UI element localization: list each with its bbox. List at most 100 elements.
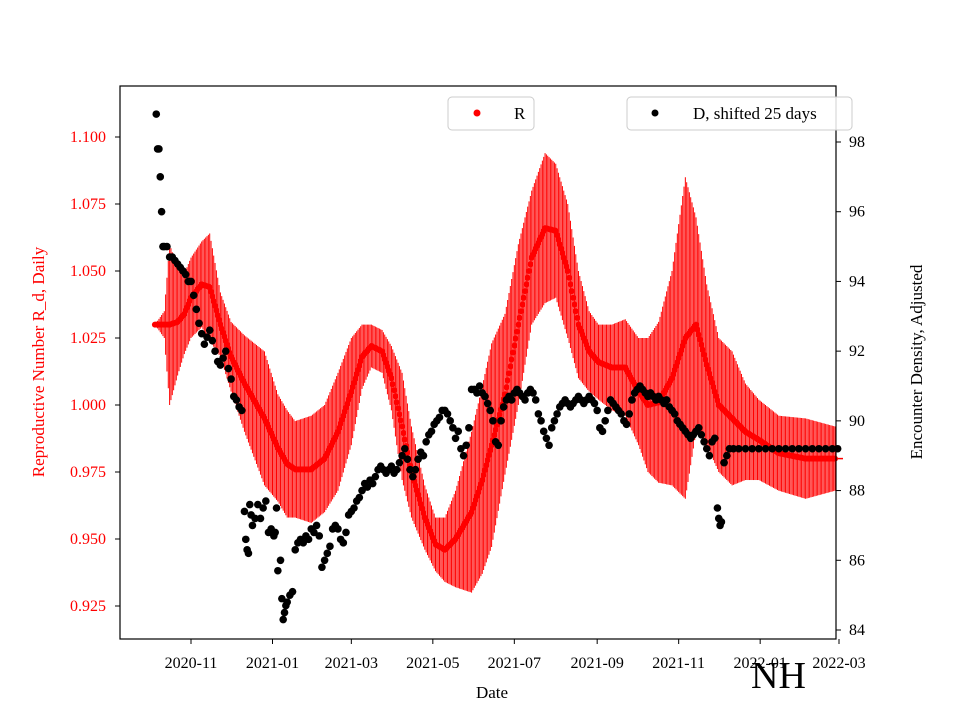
d-point [670, 410, 679, 418]
d-point [395, 458, 404, 467]
r-point [491, 432, 498, 439]
d-point [368, 479, 377, 488]
r-point [512, 335, 519, 342]
r-point [514, 328, 521, 335]
r-point [511, 342, 518, 349]
r-point [397, 417, 404, 424]
y-right-tick-label: 90 [849, 413, 865, 430]
d-point [157, 207, 166, 216]
r-point [505, 370, 512, 377]
d-point [539, 427, 548, 436]
d-point [507, 396, 516, 404]
d-point [408, 472, 417, 481]
d-point [304, 535, 313, 544]
d-point [334, 525, 342, 533]
d-point [451, 434, 460, 443]
r-point [695, 331, 702, 338]
y-axis-left-label: Reproductive Number R_d, Daily [29, 246, 48, 477]
x-tick-label: 2020-11 [165, 655, 218, 672]
y-right-tick-label: 98 [849, 134, 865, 151]
y-left-tick-label: 1.050 [70, 263, 106, 280]
x-tick-label: 2022-03 [812, 655, 865, 672]
d-point [788, 444, 797, 453]
d-point [702, 444, 711, 453]
d-point [483, 399, 492, 408]
plot-frame [119, 85, 837, 640]
y-left-tick-label: 0.925 [70, 598, 106, 615]
d-point [625, 410, 634, 418]
d-point [155, 145, 163, 153]
d-point [355, 493, 364, 502]
d-point [156, 173, 165, 181]
r-point [694, 326, 701, 333]
d-point [729, 444, 738, 453]
d-point [320, 556, 329, 565]
x-tick-label: 2021-05 [406, 655, 459, 672]
y-right-tick-label: 96 [849, 204, 865, 221]
d-point [720, 458, 728, 467]
r-point [567, 281, 574, 288]
y-left-tick-label: 1.075 [70, 196, 106, 213]
r-point [701, 351, 708, 358]
d-point [245, 500, 254, 509]
r-point [574, 314, 581, 321]
d-point [781, 444, 790, 453]
y-left-tick-label: 1.100 [70, 129, 106, 146]
d-point [291, 546, 300, 554]
r-point [401, 436, 408, 443]
r-point [572, 308, 579, 315]
d-point [187, 277, 195, 286]
d-point [622, 420, 631, 429]
y-right-tick-label: 88 [849, 483, 865, 500]
r-point [698, 341, 705, 348]
d-point [195, 319, 203, 328]
d-point [288, 587, 297, 596]
y-axis-right-label: Encounter Density, Adjusted [907, 264, 926, 459]
d-point [821, 444, 830, 453]
d-point [435, 413, 444, 422]
d-point [590, 399, 599, 408]
d-point [189, 291, 198, 300]
d-point [400, 444, 409, 453]
d-point [443, 410, 452, 418]
d-point [553, 410, 561, 418]
d-point [279, 615, 287, 624]
d-point [192, 305, 201, 314]
r-point [399, 423, 406, 430]
r-point [570, 294, 577, 301]
d-point [276, 556, 285, 565]
d-point [422, 437, 430, 446]
y-right-tick-label: 84 [849, 622, 865, 639]
d-point [547, 424, 556, 432]
y-left-tick-label: 1.000 [70, 397, 106, 414]
d-point [748, 444, 756, 453]
r-point [571, 301, 578, 308]
d-point [494, 441, 503, 450]
d-point [604, 406, 612, 415]
d-point [259, 504, 267, 512]
d-point [318, 563, 326, 572]
d-point [473, 389, 481, 397]
y-left-tick-label: 0.950 [70, 531, 106, 548]
d-point [181, 270, 190, 279]
d-point [662, 396, 671, 404]
d-point [734, 444, 743, 453]
d-point [244, 549, 253, 558]
d-point [529, 389, 537, 397]
d-point [392, 465, 401, 474]
d-point [521, 396, 529, 404]
r-point [519, 301, 526, 308]
d-point [462, 441, 471, 450]
r-point [699, 346, 706, 353]
d-point [545, 441, 553, 450]
r-point [503, 384, 510, 391]
r-point [496, 411, 503, 418]
d-point [761, 444, 770, 453]
legend-d-marker [651, 109, 659, 117]
d-point [312, 521, 321, 530]
d-point [801, 444, 810, 453]
d-point [537, 417, 545, 425]
r-point [508, 356, 515, 363]
d-point [481, 392, 489, 401]
d-point [200, 340, 209, 348]
